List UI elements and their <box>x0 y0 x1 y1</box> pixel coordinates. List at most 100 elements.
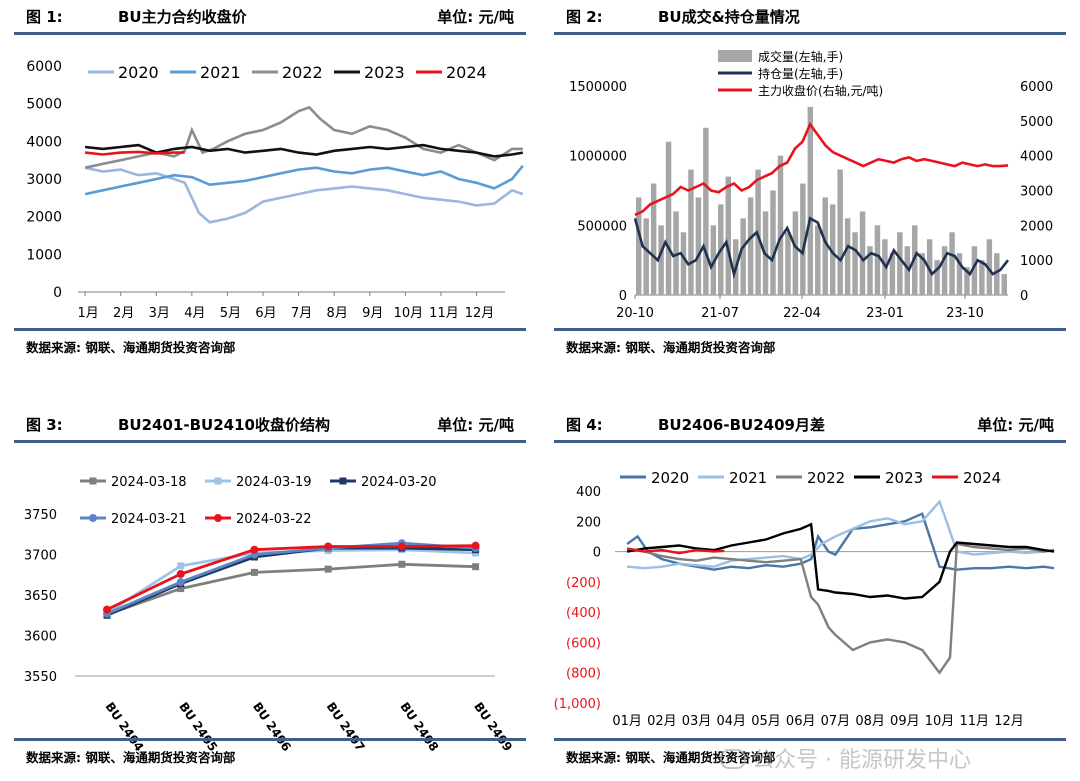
chart-2-svg: 0 500000 1000000 1500000 0 1000 2000 3000 4000 50… <box>569 49 1053 321</box>
volume-bar <box>665 141 672 295</box>
series-line-2024-03-22 <box>106 544 476 611</box>
volume-bar <box>710 225 717 295</box>
x-tick-label: 06月 <box>786 714 816 729</box>
panel-footer: 数据来源: 钢联、海通期货投资咨询部 <box>554 328 1066 357</box>
y-tick-label: 3700 <box>24 549 57 564</box>
volume-bar <box>695 197 702 295</box>
x-tick-label: 4月 <box>184 306 205 321</box>
series-line-2024-03-18 <box>106 562 476 616</box>
x-tick-label: 02月 <box>647 714 677 729</box>
figure-title: BU2401-BU2410收盘价结构 <box>118 416 330 434</box>
volume-bar <box>725 176 731 295</box>
data-point <box>324 565 332 573</box>
volume-bar <box>829 204 836 295</box>
series-line-2023 <box>626 522 1055 600</box>
x-tick-label: 04月 <box>717 714 747 729</box>
volume-bar <box>815 225 821 295</box>
y-tick-label: 2000 <box>26 210 62 226</box>
legend-label: 持仓量(左轴,手) <box>758 66 843 81</box>
volume-bar <box>688 169 694 295</box>
x-tick-label: 21-07 <box>701 306 739 321</box>
chart-panel-1: 图 1: BU主力合约收盘价 单位: 元/吨 0 1000 2000 3000 4000… <box>0 0 540 360</box>
watermark-text: 公众号 · 能源研发中心 <box>752 748 971 773</box>
y-tick-label: 5000 <box>26 97 62 113</box>
y-left-tick-label: 1500000 <box>569 80 627 95</box>
data-point <box>250 568 258 576</box>
x-tick-label: 07月 <box>821 714 851 729</box>
panel-header: 图 1: BU主力合约收盘价 单位: 元/吨 <box>14 0 526 35</box>
data-point <box>177 562 185 570</box>
volume-bar <box>658 225 664 295</box>
x-tick-label: 5月 <box>220 306 241 321</box>
legend-marker <box>214 477 222 485</box>
chart-panel-4: 图 4: BU2406-BU2409月差 单位: 元/吨 400 200 0 (200… <box>540 408 1080 781</box>
data-point <box>176 570 185 578</box>
volume-bar <box>643 218 649 295</box>
volume-bar <box>1001 274 1007 295</box>
x-tick-label: 8月 <box>327 306 348 321</box>
volume-bar <box>747 197 754 295</box>
y-right-tick-label: 0 <box>1020 289 1028 304</box>
x-tick-label: 12月 <box>465 306 495 321</box>
volume-bar <box>852 232 858 295</box>
legend-label: 成交量(左轴,手) <box>758 49 843 64</box>
chart-panel-3: 图 3: BU2401-BU2410收盘价结构 单位: 元/吨 3550 3600… <box>0 408 540 781</box>
y-tick-label: 3650 <box>24 589 57 604</box>
y-tick-label: 3600 <box>24 630 57 645</box>
legend-label: 2021 <box>729 469 767 487</box>
figure-unit: 单位: 元/吨 <box>977 416 1054 434</box>
figure-unit: 单位: 元/吨 <box>437 8 514 26</box>
y-tick-label: 0 <box>593 546 601 561</box>
wechat-icon <box>720 749 746 769</box>
x-tick-label: 9月 <box>362 306 383 321</box>
volume-bar <box>636 197 642 295</box>
y-tick-label: 6000 <box>26 59 62 75</box>
legend-label: 2023 <box>885 469 923 487</box>
data-point <box>472 563 480 571</box>
volume-bar <box>867 246 873 295</box>
x-tick-label: 10月 <box>394 306 424 321</box>
volume-bar <box>994 253 1000 295</box>
legend-label: 2024-03-22 <box>236 512 312 527</box>
legend-swatch-成交量(左轴,手) <box>718 50 752 62</box>
y-tick-label: (1,000) <box>554 697 601 712</box>
x-tick-label: 1月 <box>77 306 98 321</box>
series-line-2024-03-21 <box>106 541 476 615</box>
y-tick-label: (200) <box>566 576 601 591</box>
y-tick-label: 400 <box>576 485 601 500</box>
y-right-tick-label: 2000 <box>1020 219 1053 234</box>
volume-bar <box>964 267 970 295</box>
y-tick-label: (800) <box>566 667 601 682</box>
legend-marker <box>214 514 222 522</box>
y-tick-label: (400) <box>566 606 601 621</box>
figure-title: BU2406-BU2409月差 <box>658 416 825 434</box>
x-tick-label: 20-10 <box>616 306 654 321</box>
x-tick-label: 6月 <box>255 306 276 321</box>
legend-label: 2021 <box>200 63 241 82</box>
data-point <box>471 541 480 550</box>
volume-bar <box>680 232 687 295</box>
x-tick-label: 23-10 <box>946 306 984 321</box>
volume-bar <box>926 239 933 295</box>
legend-label: 2020 <box>118 63 159 82</box>
panel-header: 图 4: BU2406-BU2409月差 单位: 元/吨 <box>554 408 1066 443</box>
x-tick-label: 01月 <box>612 714 642 729</box>
series-line-2021 <box>626 499 1055 570</box>
series-line-2024-03-19 <box>106 548 476 615</box>
x-tick-label: 23-01 <box>866 306 904 321</box>
series-line-2024 <box>626 547 725 555</box>
y-tick-label: (600) <box>566 636 601 651</box>
volume-bar <box>919 253 925 295</box>
volume-bar <box>822 197 828 295</box>
y-tick-label: 4000 <box>26 134 62 150</box>
data-point <box>324 542 333 551</box>
x-tick-label: 11月 <box>959 714 989 729</box>
volume-bar <box>844 218 851 295</box>
legend-label: 2022 <box>807 469 845 487</box>
chart-1-svg: 0 1000 2000 3000 4000 5000 6000 1月 2月 3月 4月 5月 6月 7月 8… <box>26 59 524 321</box>
series-line-2024 <box>84 150 185 156</box>
legend-label: 2023 <box>364 63 405 82</box>
figure-title: BU主力合约收盘价 <box>118 8 247 26</box>
series-line-2021 <box>84 164 524 196</box>
panel-header: 图 3: BU2401-BU2410收盘价结构 单位: 元/吨 <box>14 408 526 443</box>
